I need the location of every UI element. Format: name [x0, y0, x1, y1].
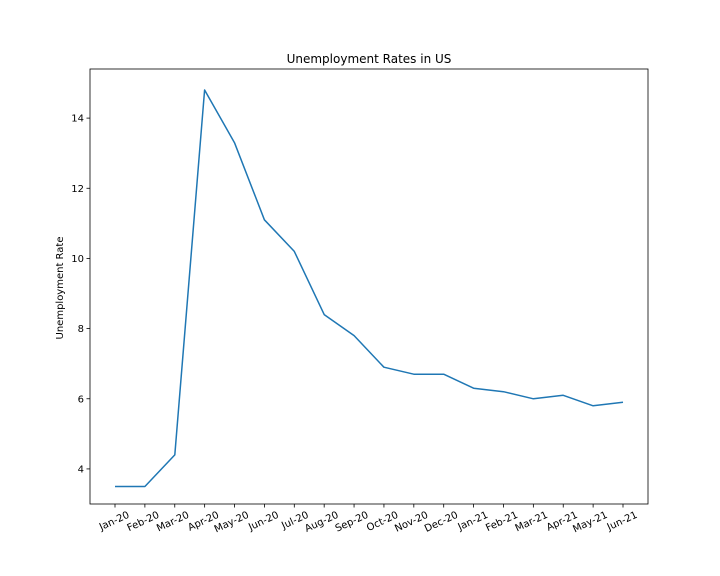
x-tick-label: Mar-20: [155, 510, 191, 535]
x-tick-label: Feb-21: [484, 510, 520, 534]
series-line: [115, 89, 624, 488]
plot-area-frame: [89, 68, 649, 505]
x-tick-label: Nov-20: [393, 510, 430, 535]
x-tick-label: May-20: [213, 510, 251, 536]
x-tick-label: Dec-20: [423, 510, 460, 535]
chart-title: Unemployment Rates in US: [287, 52, 452, 66]
x-tick-label: Feb-20: [126, 510, 162, 534]
y-tick-label: 6: [78, 394, 84, 405]
y-tick-label: 4: [78, 464, 84, 475]
y-axis-ticks: 4 6 8 10 12 14: [71, 114, 90, 475]
x-tick-label: Aug-20: [303, 510, 340, 535]
x-tick-label: May-21: [571, 510, 609, 536]
x-tick-label: Mar-21: [514, 510, 550, 535]
y-tick-label: 10: [71, 254, 84, 265]
x-tick-label: Jun-21: [605, 510, 640, 534]
y-tick-label: 8: [78, 324, 84, 335]
y-axis-label: Unemployment Rate: [55, 237, 66, 340]
y-tick-label: 14: [71, 114, 84, 125]
x-tick-label: Sep-20: [334, 510, 371, 535]
x-tick-label: Jun-20: [246, 510, 281, 534]
x-tick-label: Jan-20: [97, 510, 131, 534]
y-tick-label: 12: [71, 184, 84, 195]
x-tick-label: Jan-21: [456, 510, 490, 534]
